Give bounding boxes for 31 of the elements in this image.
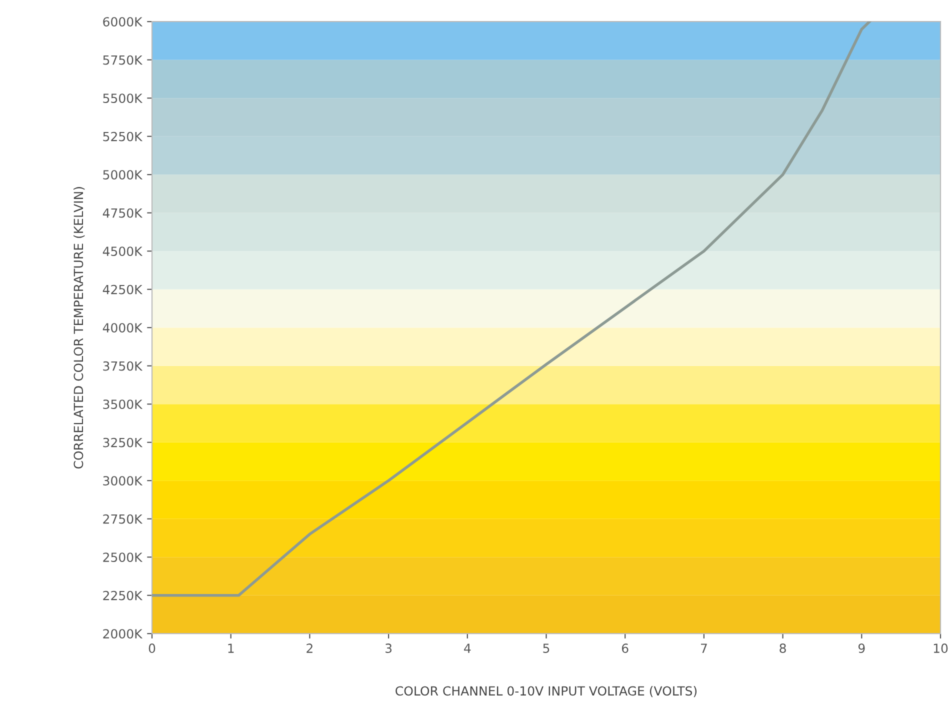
y-tick-label: 2250K	[103, 590, 143, 600]
y-tick-label: 4500K	[102, 246, 143, 256]
x-axis-title: COLOR CHANNEL 0-10V INPUT VOLTAGE (VOLTS)	[396, 686, 697, 698]
x-tick-label: 5	[543, 644, 550, 653]
y-tick-label: 2000K	[103, 629, 143, 639]
y-tick-label: 5000K	[103, 170, 143, 180]
y-tick-label: 3000K	[103, 476, 143, 486]
line-series	[152, 22, 871, 597]
x-tick-label: 10	[934, 644, 948, 653]
x-tick-label: 9	[858, 644, 865, 653]
x-tick-label: 2	[306, 644, 312, 653]
y-tick-label: 3500K	[103, 400, 143, 410]
y-tick-label: 2750K	[103, 514, 143, 524]
x-tick-label: 6	[622, 644, 628, 653]
y-tick-label: 4250K	[102, 284, 143, 294]
x-tick-label: 7	[701, 644, 707, 653]
y-tick-label: 5750K	[103, 55, 143, 65]
y-tick-label: 5250K	[103, 132, 143, 142]
y-tick-label: 4000K	[102, 323, 143, 333]
x-tick-label: 3	[386, 644, 392, 653]
y-tick-label: 2500K	[103, 552, 143, 562]
y-tick-label: 3750K	[103, 361, 143, 371]
y-axis-title: CORRELATED COLOR TEMPERATURE (KELVIN)	[74, 187, 85, 469]
x-tick-label: 0	[148, 644, 156, 653]
y-tick-label: 3250K	[103, 438, 143, 448]
x-tick-label: 4	[464, 644, 471, 653]
y-tick-label: 5500K	[103, 94, 143, 104]
x-tick-label: 8	[780, 644, 786, 653]
y-tick-label: 4750K	[102, 208, 143, 218]
y-tick-label: 6000K	[103, 17, 143, 27]
x-tick-label: 1	[228, 644, 234, 653]
